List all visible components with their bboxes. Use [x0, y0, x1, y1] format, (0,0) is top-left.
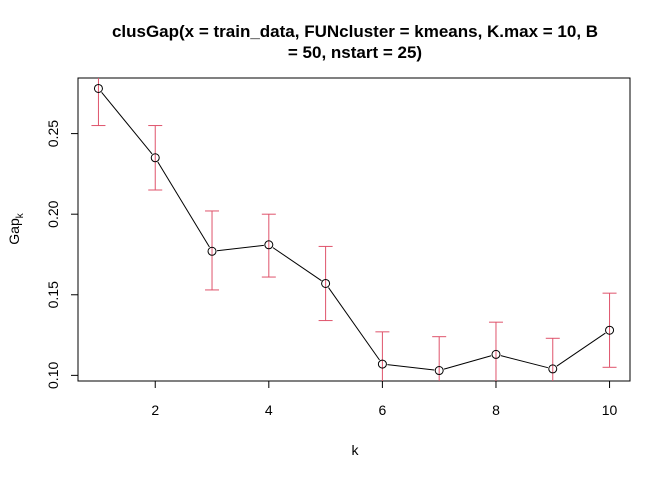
data-point-k6: [377, 359, 387, 369]
chart-title-line-1: clusGap(x = train_data, FUNcluster = kme…: [112, 22, 598, 41]
series-segment: [157, 161, 210, 248]
data-point-k10: [605, 325, 615, 335]
x-tick-label: 6: [378, 402, 386, 418]
x-axis-label: k: [352, 442, 360, 458]
data-point-k1: [93, 83, 103, 93]
series-segment: [272, 247, 322, 282]
error-bar-k10: [602, 292, 617, 368]
series-segment: [443, 355, 492, 370]
error-bar-k3: [205, 210, 220, 291]
x-tick-label: 10: [602, 402, 618, 418]
y-axis-label-subscript: k: [15, 212, 26, 218]
chart-title-line-2: = 50, nstart = 25): [288, 43, 422, 62]
data-point-k7: [434, 366, 444, 376]
error-bar-k5: [318, 245, 333, 322]
data-point-k8: [491, 349, 501, 359]
x-tick-label: 4: [265, 402, 273, 418]
y-axis-label-main: Gap: [6, 218, 22, 245]
y-axis-label: Gapk: [6, 212, 26, 244]
error-bar-k6: [375, 331, 390, 381]
y-tick-label: 0.10: [45, 362, 61, 389]
error-bar-k1: [91, 78, 106, 127]
error-bars: [91, 78, 617, 381]
data-point-k3: [207, 246, 217, 256]
error-bar-k4: [261, 213, 276, 278]
series-segment: [387, 364, 435, 371]
y-axis: 0.10 0.15 0.20 0.25: [45, 120, 79, 389]
data-point-k4: [264, 240, 274, 250]
series-segment: [216, 244, 264, 252]
x-tick-label: 8: [492, 402, 500, 418]
error-bar-k2: [148, 125, 163, 191]
error-bar-k8: [488, 321, 503, 381]
gap-series: [93, 83, 615, 376]
y-tick-label: 0.15: [45, 281, 61, 308]
series-segment: [556, 332, 606, 367]
data-point-k5: [321, 278, 331, 288]
series-segment: [101, 92, 153, 155]
data-point-k2: [150, 153, 160, 163]
y-tick-label: 0.20: [45, 200, 61, 227]
y-tick-label: 0.25: [45, 120, 61, 147]
error-bar-k9: [545, 337, 560, 381]
series-segment: [500, 355, 549, 369]
data-point-k9: [548, 364, 558, 374]
x-tick-label: 2: [151, 402, 159, 418]
series-segment: [328, 287, 380, 361]
error-bar-k7: [432, 336, 447, 381]
